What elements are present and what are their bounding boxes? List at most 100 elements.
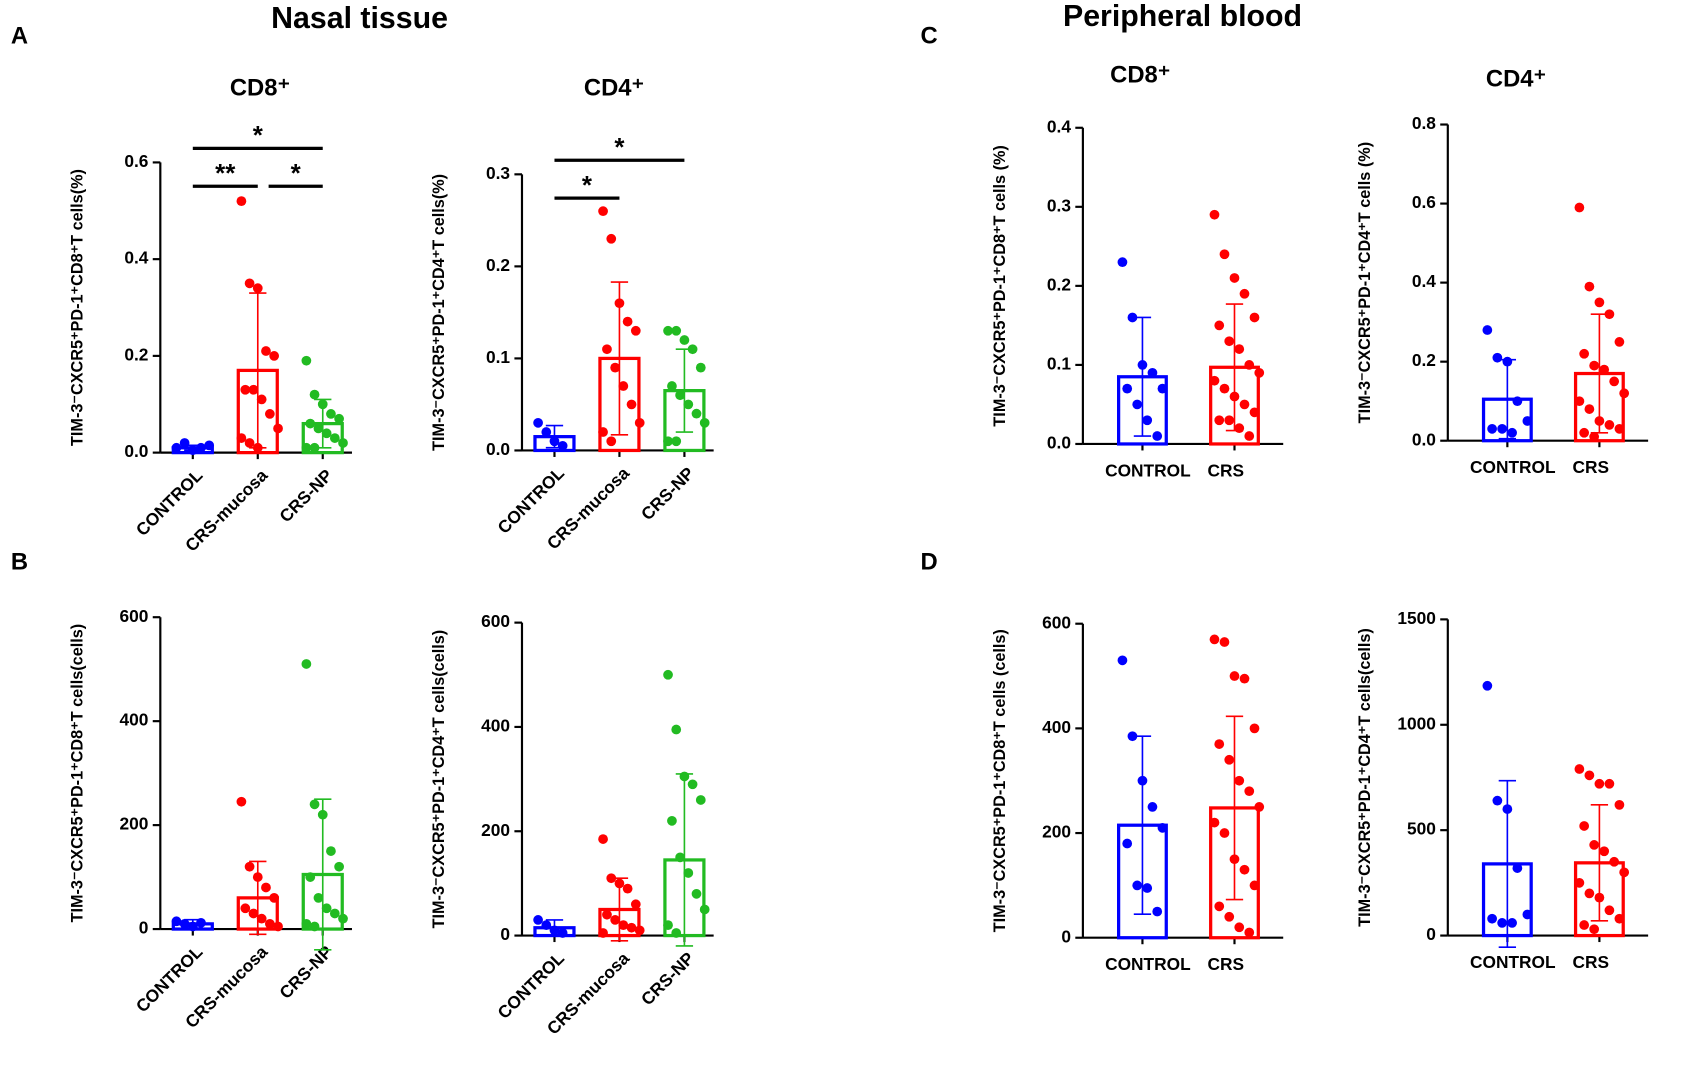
data-point (244, 278, 255, 289)
data-point (1224, 336, 1235, 347)
data-point (305, 418, 316, 429)
data-point (252, 872, 263, 882)
data-point (248, 908, 259, 919)
y-tick-label: 0.4 (1412, 271, 1436, 291)
data-point (301, 442, 312, 453)
data-point (1584, 281, 1595, 292)
panel-label: D (920, 549, 937, 576)
significance-label: ** (215, 158, 236, 188)
data-point (663, 920, 673, 931)
data-point (264, 409, 275, 419)
y-tick-label: 0 (500, 924, 510, 944)
data-point (1482, 325, 1493, 335)
data-point (244, 438, 255, 448)
data-point (1249, 312, 1260, 323)
data-point (687, 779, 698, 790)
data-point (171, 442, 182, 453)
section-header: Nasal tissue (271, 2, 448, 35)
data-point (1487, 423, 1497, 434)
data-point (626, 922, 637, 933)
data-point (1142, 415, 1153, 426)
data-point (1512, 863, 1523, 873)
data-point (329, 433, 340, 443)
data-point (1224, 754, 1235, 765)
data-point (301, 918, 312, 929)
data-point (187, 921, 198, 932)
panel-label: A (11, 22, 28, 49)
data-point (1229, 273, 1240, 283)
data-point (630, 899, 641, 910)
y-axis-label: TIM-3⁻CXCR5⁺PD-1⁺CD8⁺T cells (%) (991, 145, 1009, 426)
y-tick-label: 0 (1426, 924, 1436, 944)
x-tick-label: CRS-NP (275, 465, 336, 526)
data-point (1244, 360, 1255, 370)
data-point (1579, 920, 1590, 930)
data-point (675, 390, 685, 401)
data-point (1497, 423, 1507, 434)
data-point (1574, 764, 1585, 774)
data-point (1507, 427, 1517, 438)
data-point (269, 893, 280, 903)
data-point (1492, 352, 1503, 363)
data-point (1234, 423, 1245, 434)
y-tick-label: 0.0 (1412, 429, 1436, 449)
y-tick-label: 200 (120, 814, 149, 834)
error-bar (314, 798, 332, 951)
data-point (1594, 892, 1605, 903)
data-point (1614, 423, 1625, 434)
data-point (321, 428, 332, 439)
data-point (317, 809, 328, 820)
data-point (663, 669, 673, 680)
x-tick-label: CONTROL (1105, 954, 1191, 974)
data-point (622, 883, 633, 894)
y-tick-label: 400 (120, 710, 149, 730)
data-point (671, 724, 682, 735)
data-point (634, 417, 645, 428)
data-point (261, 346, 271, 356)
y-tick-label: 0.3 (486, 163, 510, 183)
data-point (1482, 680, 1493, 691)
x-tick-label: CONTROL (1105, 460, 1191, 480)
data-point (606, 873, 617, 884)
data-point (606, 436, 617, 447)
data-point (1142, 883, 1153, 893)
data-point (1604, 905, 1615, 916)
data-point (1579, 821, 1590, 831)
data-point (236, 433, 247, 443)
data-point (610, 362, 621, 373)
y-tick-label: 0.3 (1047, 195, 1071, 215)
data-point (1219, 249, 1230, 260)
data-point (557, 440, 568, 451)
y-tick-label: 0.8 (1412, 113, 1436, 133)
error-bar (1225, 715, 1244, 901)
data-point (1254, 367, 1265, 378)
data-point (1609, 856, 1620, 867)
chart-title: CD4⁺ (1486, 66, 1546, 93)
data-point (1249, 880, 1260, 891)
data-point (1594, 778, 1605, 789)
data-point (663, 325, 673, 336)
data-point (309, 389, 320, 400)
x-tick-label: CRS-NP (275, 942, 336, 1003)
y-tick-label: 0.0 (486, 439, 510, 459)
data-point (1579, 348, 1590, 359)
data-point (1584, 888, 1595, 899)
x-tick-label: CRS-NP (637, 948, 698, 1009)
data-point (1249, 407, 1260, 418)
data-point (326, 409, 336, 419)
y-tick-label: 0.0 (124, 441, 148, 461)
data-point (196, 442, 206, 453)
data-point (171, 916, 182, 927)
data-point (244, 861, 255, 872)
data-point (326, 846, 336, 856)
x-tick-label: CRS (1572, 952, 1609, 972)
y-tick-label: 400 (1042, 717, 1071, 737)
data-point (273, 423, 283, 434)
data-point (1127, 731, 1138, 742)
x-tick-label: CONTROL (1470, 952, 1556, 972)
data-point (196, 917, 206, 928)
data-point (301, 355, 312, 366)
data-point (1234, 775, 1245, 786)
data-point (1502, 356, 1513, 367)
